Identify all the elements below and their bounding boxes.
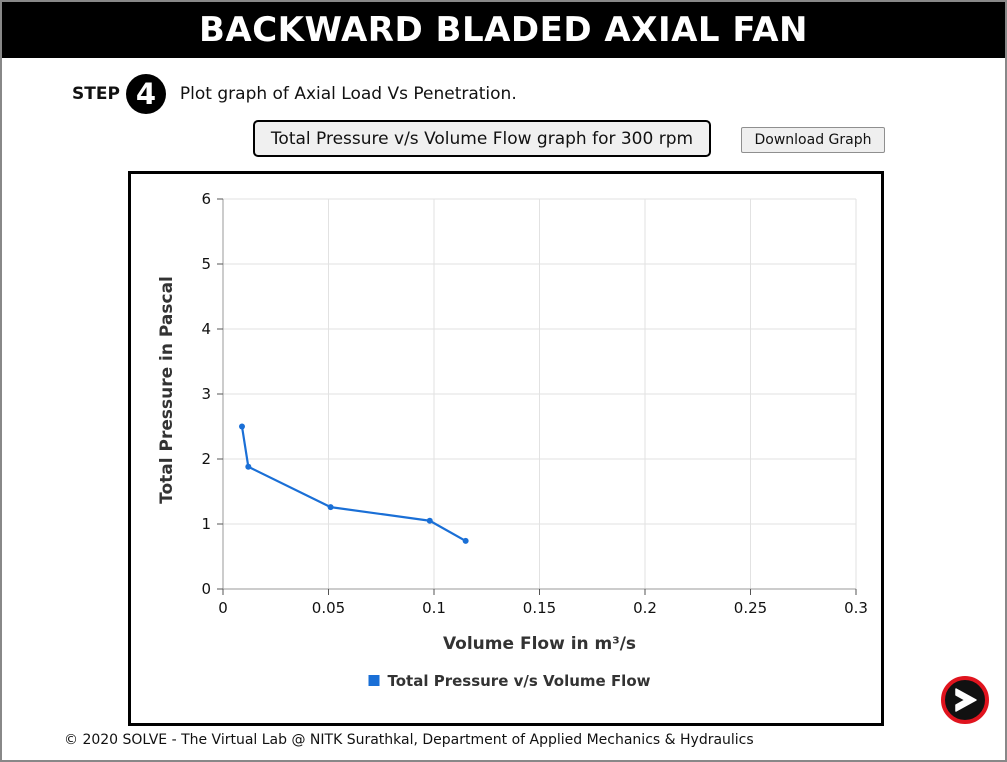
x-tick-label: 0.15 bbox=[523, 599, 556, 617]
x-tick-label: 0.3 bbox=[844, 599, 868, 617]
x-axis-label: Volume Flow in m³/s bbox=[443, 634, 636, 654]
y-tick-label: 0 bbox=[201, 580, 211, 598]
step-label: STEP bbox=[72, 84, 120, 104]
legend-label: Total Pressure v/s Volume Flow bbox=[388, 672, 651, 690]
step-instruction: Plot graph of Axial Load Vs Penetration. bbox=[179, 84, 517, 104]
next-arrow-icon bbox=[941, 676, 989, 724]
y-tick-label: 6 bbox=[201, 190, 211, 208]
y-tick-label: 3 bbox=[201, 385, 211, 403]
data-point bbox=[238, 423, 245, 430]
x-tick-label: 0.05 bbox=[312, 599, 345, 617]
page-title: BACKWARD BLADED AXIAL FAN bbox=[198, 10, 809, 50]
y-tick-label: 5 bbox=[201, 255, 211, 273]
y-tick-label: 4 bbox=[201, 320, 211, 338]
step-row: STEP 4 Plot graph of Axial Load Vs Penet… bbox=[72, 74, 517, 114]
y-axis-label: Total Pressure in Pascal bbox=[157, 276, 177, 504]
y-tick-label: 2 bbox=[201, 450, 211, 468]
x-tick-label: 0.2 bbox=[633, 599, 657, 617]
download-graph-button[interactable]: Download Graph bbox=[741, 127, 885, 153]
step-number-badge: 4 bbox=[125, 74, 166, 114]
chart-container: 0 1 2 3 4 5 6 0 0.05 0.1 0.15 0.2 0.25 0.3 Volume Flow… bbox=[128, 171, 884, 726]
graph-title-box: Total Pressure v/s Volume Flow graph for… bbox=[253, 120, 711, 157]
data-point bbox=[462, 537, 469, 544]
data-point bbox=[426, 517, 433, 524]
data-point bbox=[327, 504, 334, 511]
y-tick-label: 1 bbox=[201, 515, 211, 533]
x-tick-label: 0.25 bbox=[734, 599, 767, 617]
footer-copyright: © 2020 SOLVE - The Virtual Lab @ NITK Su… bbox=[64, 732, 754, 748]
legend-swatch bbox=[368, 675, 380, 686]
x-tick-label: 0.1 bbox=[422, 599, 446, 617]
data-point bbox=[245, 463, 252, 470]
page-title-bar: BACKWARD BLADED AXIAL FAN bbox=[2, 2, 1005, 58]
x-tick-label: 0 bbox=[218, 599, 228, 617]
next-button[interactable] bbox=[941, 676, 989, 724]
chart-svg: 0 1 2 3 4 5 6 0 0.05 0.1 0.15 0.2 0.25 0.3 Volume Flow… bbox=[157, 190, 868, 690]
